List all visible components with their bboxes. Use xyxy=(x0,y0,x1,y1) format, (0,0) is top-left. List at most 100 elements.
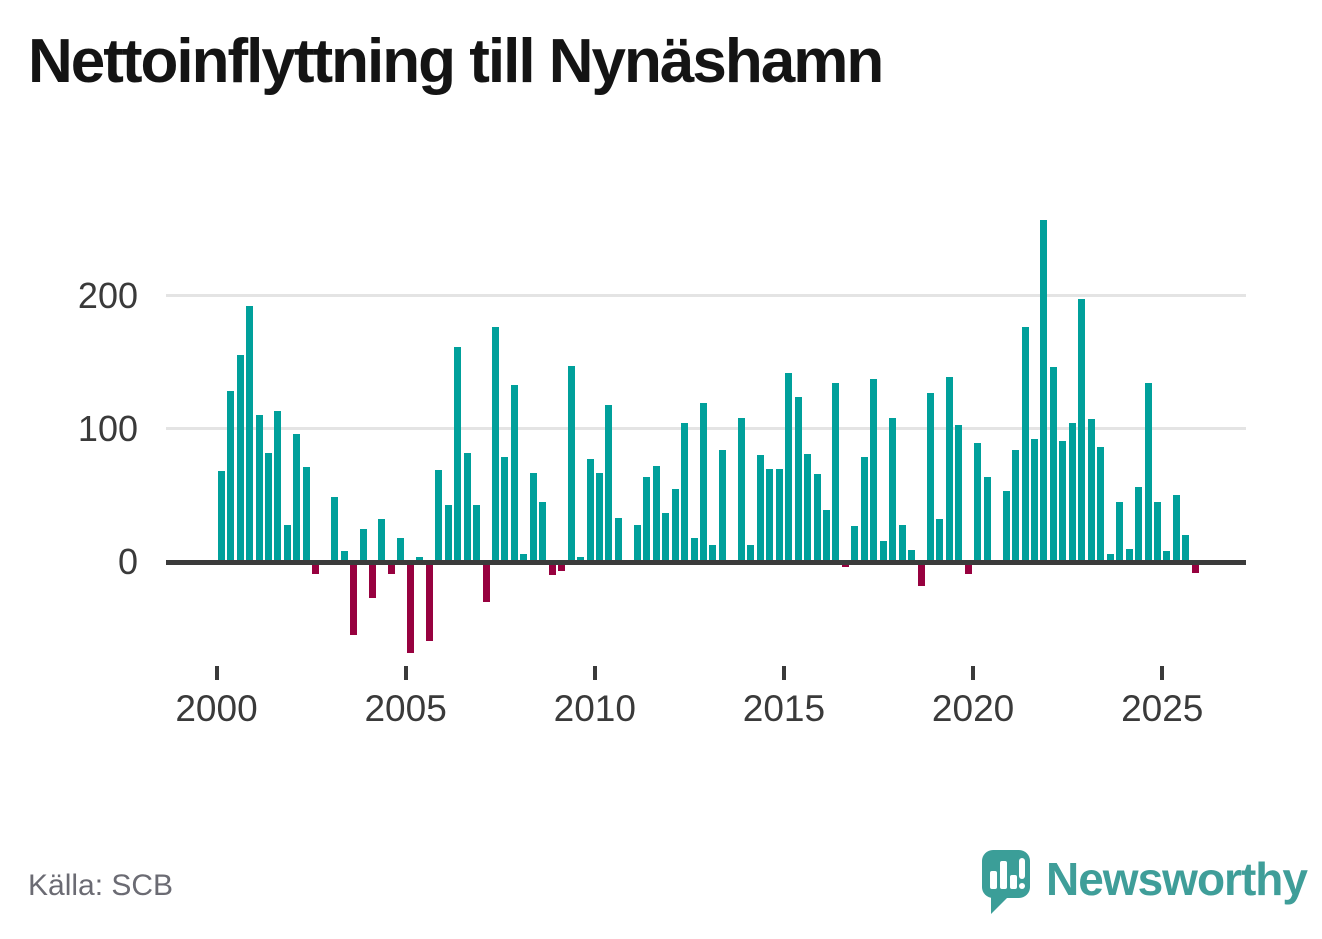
bar-2000Q2 xyxy=(227,391,235,562)
logo-chart-bar-icon xyxy=(1010,875,1017,889)
bar-2021Q2 xyxy=(1021,327,1029,562)
bar-2012Q1 xyxy=(671,488,679,562)
x-tick-label: 2015 xyxy=(742,688,826,729)
chart-title: Nettoinflyttning till Nynäshamn xyxy=(28,27,884,96)
x-tick-label: 2020 xyxy=(931,688,1015,729)
bar-2000Q3 xyxy=(236,355,244,562)
bar-2000Q1 xyxy=(217,471,225,562)
bar-2013Q2 xyxy=(718,450,726,562)
bar-2006Q1 xyxy=(444,504,452,562)
speech-bubble-tail xyxy=(991,896,1009,914)
bar-2023Q3 xyxy=(1106,554,1114,562)
bar-2014Q4 xyxy=(775,468,783,562)
bar-2025Q3 xyxy=(1182,535,1190,562)
x-tick-mark xyxy=(971,666,976,680)
bar-2011Q2 xyxy=(643,476,651,562)
bar-2022Q4 xyxy=(1078,299,1086,562)
bar-2007Q4 xyxy=(510,384,518,562)
bar-2007Q2 xyxy=(491,327,499,562)
bar-2002Q1 xyxy=(293,434,301,562)
newsworthy-logo-text: Newsworthy xyxy=(1046,853,1308,905)
bar-2006Q3 xyxy=(463,452,471,562)
bar-2015Q4 xyxy=(813,474,821,562)
bar-2021Q1 xyxy=(1012,450,1020,562)
y-tick-label: 100 xyxy=(77,407,138,449)
bar-2016Q1 xyxy=(822,510,830,562)
bar-2024Q4 xyxy=(1153,502,1161,562)
bar-2004Q4 xyxy=(397,538,405,562)
bar-2011Q4 xyxy=(662,512,670,562)
bar-2004Q2 xyxy=(378,519,386,562)
bar-2021Q3 xyxy=(1031,439,1039,562)
bar-2020Q2 xyxy=(983,476,991,562)
bar-2023Q1 xyxy=(1087,419,1095,562)
bar-2007Q1 xyxy=(482,562,490,602)
bar-2017Q1 xyxy=(860,456,868,562)
bar-2008Q2 xyxy=(529,472,537,562)
logo-chart-bar-icon xyxy=(1000,861,1007,889)
bar-2001Q3 xyxy=(274,411,282,562)
bar-2025Q2 xyxy=(1172,495,1180,562)
bar-2016Q2 xyxy=(832,383,840,562)
bar-2012Q2 xyxy=(681,423,689,562)
bar-2005Q1 xyxy=(406,562,414,653)
bar-2015Q3 xyxy=(804,454,812,562)
bar-2003Q2 xyxy=(340,551,348,562)
bar-2003Q4 xyxy=(359,528,367,562)
bar-2010Q2 xyxy=(605,404,613,562)
bar-2010Q3 xyxy=(614,518,622,562)
bar-2014Q1 xyxy=(747,544,755,562)
x-tick-mark xyxy=(781,666,786,680)
bar-2024Q3 xyxy=(1144,383,1152,562)
bar-2016Q3 xyxy=(841,562,849,568)
bar-2018Q3 xyxy=(917,562,925,586)
bar-2021Q4 xyxy=(1040,219,1048,562)
y-tick-label: 200 xyxy=(77,274,138,316)
x-tick-label: 2005 xyxy=(364,688,447,729)
bar-2007Q3 xyxy=(501,456,509,562)
bar-2008Q3 xyxy=(539,502,547,562)
bar-2015Q2 xyxy=(794,396,802,562)
bar-2022Q1 xyxy=(1049,367,1057,562)
bar-2024Q1 xyxy=(1125,548,1133,562)
bar-2012Q4 xyxy=(700,403,708,562)
bar-2005Q2 xyxy=(416,556,424,562)
bar-2009Q4 xyxy=(586,459,594,562)
bar-2015Q1 xyxy=(785,372,793,562)
bar-2000Q4 xyxy=(246,306,254,562)
bar-2022Q3 xyxy=(1068,423,1076,562)
bar-2017Q4 xyxy=(889,418,897,562)
bar-2001Q1 xyxy=(255,415,263,562)
bar-2009Q2 xyxy=(567,366,575,562)
bar-2024Q2 xyxy=(1135,487,1143,562)
bar-2018Q1 xyxy=(898,524,906,562)
bar-2004Q1 xyxy=(369,562,377,598)
bar-2023Q4 xyxy=(1116,502,1124,562)
bar-2011Q3 xyxy=(652,466,660,562)
bar-2005Q4 xyxy=(435,470,443,562)
newsworthy-logo: Newsworthy xyxy=(982,846,1308,918)
x-tick-mark xyxy=(403,666,408,680)
bar-2002Q3 xyxy=(312,562,320,574)
bar-2011Q1 xyxy=(633,524,641,562)
bar-2005Q3 xyxy=(425,562,433,641)
logo-exclamation-icon xyxy=(1019,858,1025,879)
x-tick-mark xyxy=(1160,666,1165,680)
bar-2013Q1 xyxy=(709,544,717,562)
bar-2006Q2 xyxy=(454,347,462,562)
bar-2014Q3 xyxy=(766,468,774,562)
bar-2009Q3 xyxy=(577,556,585,562)
bar-2003Q1 xyxy=(331,496,339,562)
bar-2017Q3 xyxy=(879,540,887,562)
bar-2008Q1 xyxy=(520,554,528,562)
bar-2023Q2 xyxy=(1097,447,1105,562)
x-tick-mark xyxy=(214,666,219,680)
bar-2017Q2 xyxy=(870,379,878,562)
bar-2009Q1 xyxy=(558,562,566,572)
bar-2012Q3 xyxy=(690,538,698,562)
x-tick-label: 2000 xyxy=(175,688,258,729)
bar-2020Q4 xyxy=(1002,491,1010,562)
bar-2020Q1 xyxy=(974,443,982,562)
bar-2001Q4 xyxy=(283,524,291,562)
